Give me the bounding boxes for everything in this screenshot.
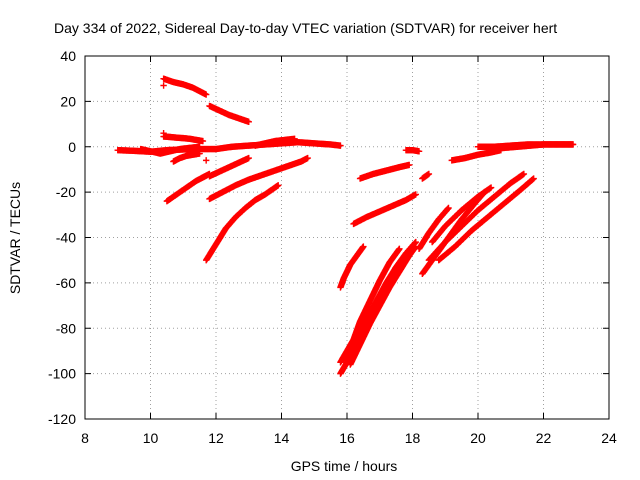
data-point <box>199 137 207 145</box>
data-series <box>160 133 207 145</box>
data-series <box>356 161 413 182</box>
data-series <box>137 143 203 157</box>
x-tick-label: 20 <box>470 430 486 446</box>
data-series <box>487 141 577 153</box>
x-tick-label: 24 <box>601 430 617 446</box>
x-tick-label: 8 <box>81 430 89 446</box>
data-point <box>412 191 419 198</box>
data-point <box>202 91 210 98</box>
data-points <box>114 75 577 377</box>
data-point <box>196 143 203 150</box>
data-point <box>304 154 311 162</box>
x-tick-label: 22 <box>536 430 552 446</box>
data-series <box>202 182 282 264</box>
y-tick-label: -120 <box>48 411 76 427</box>
data-series <box>160 75 210 98</box>
data-point <box>406 161 413 169</box>
plot-frame <box>84 55 610 420</box>
data-series <box>350 191 419 228</box>
x-tick-label: 16 <box>339 430 355 446</box>
data-point <box>245 154 252 162</box>
data-point <box>520 170 528 178</box>
x-tick-label: 12 <box>208 430 224 446</box>
data-series <box>402 146 423 155</box>
data-point <box>160 129 167 137</box>
y-tick-label: -20 <box>56 184 76 200</box>
data-point <box>445 204 452 212</box>
x-tick-labels: 8 10 12 14 16 18 20 22 24 <box>81 430 617 446</box>
data-point <box>569 141 577 148</box>
data-series <box>206 154 252 180</box>
data-point <box>337 142 344 149</box>
data-point <box>487 184 495 191</box>
data-series <box>435 175 537 264</box>
data-point <box>530 175 537 182</box>
data-point <box>396 245 403 253</box>
data-point <box>196 150 203 157</box>
data-point <box>275 182 282 189</box>
data-point <box>291 135 298 143</box>
x-tick-label: 14 <box>274 430 290 446</box>
data-series <box>425 170 528 264</box>
chart-title: Day 334 of 2022, Sidereal Day-to-day VTE… <box>54 20 557 36</box>
data-series <box>428 184 495 246</box>
x-tick-label: 10 <box>143 430 159 446</box>
data-series <box>337 245 403 366</box>
y-tick-labels: -120 -100 -80 -60 -40 -20 0 20 40 <box>48 48 76 427</box>
data-series <box>419 170 433 182</box>
y-tick-label: -60 <box>56 275 76 291</box>
data-point <box>245 118 252 125</box>
data-point <box>360 243 367 250</box>
data-series <box>170 150 203 165</box>
data-series <box>448 146 505 164</box>
data-series <box>206 154 311 203</box>
data-series <box>415 204 452 253</box>
y-tick-label: -40 <box>56 230 76 246</box>
x-axis-label: GPS time / hours <box>291 458 398 474</box>
data-series <box>160 129 167 137</box>
data-series <box>347 243 419 368</box>
y-axis-label: SDTVAR / TECUs <box>7 182 23 294</box>
y-tick-label: 20 <box>60 93 76 109</box>
data-series <box>206 102 252 125</box>
data-point <box>160 82 167 89</box>
x-tick-label: 18 <box>405 430 421 446</box>
data-point <box>206 170 213 178</box>
data-series <box>160 82 167 89</box>
data-series <box>202 157 210 164</box>
y-tick-label: 0 <box>68 139 76 155</box>
data-series <box>252 135 298 149</box>
data-series <box>337 243 367 291</box>
data-point <box>415 148 423 155</box>
y-tick-label: 40 <box>60 48 76 64</box>
data-series <box>163 170 213 205</box>
data-point <box>425 170 433 178</box>
y-tick-label: -80 <box>56 320 76 336</box>
data-point <box>202 157 210 164</box>
y-tick-label: -100 <box>48 366 76 382</box>
